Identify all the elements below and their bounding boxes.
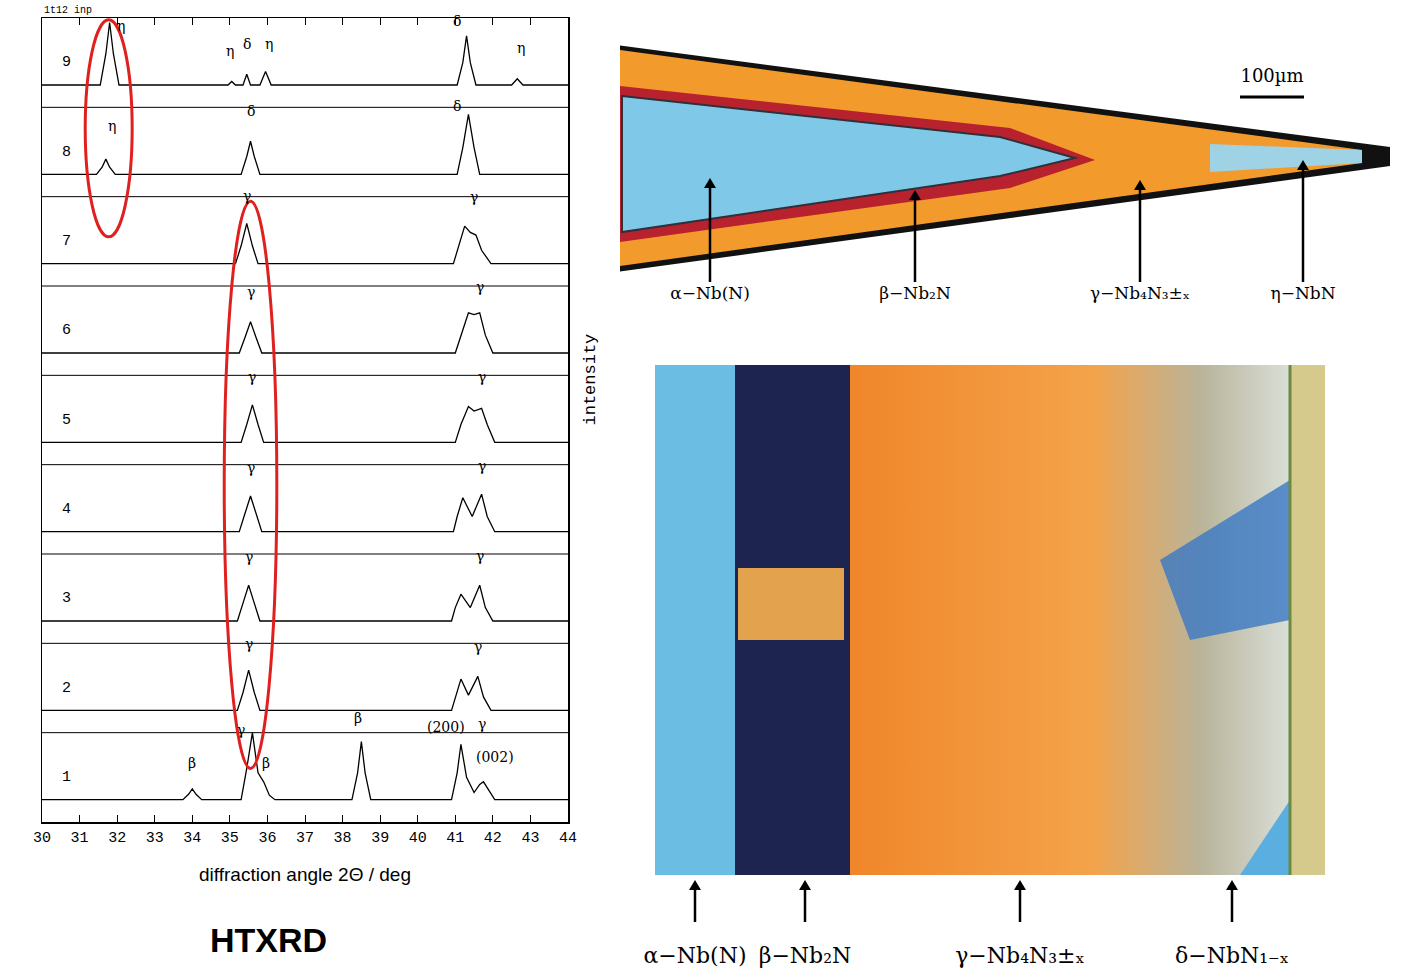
svg-text:γ: γ — [476, 279, 484, 295]
svg-text:4: 4 — [62, 501, 71, 518]
svg-text:γ: γ — [470, 189, 478, 205]
svg-text:41: 41 — [446, 830, 464, 847]
svg-text:1t12 inp: 1t12 inp — [44, 5, 92, 16]
svg-text:43: 43 — [521, 830, 539, 847]
svg-text:η: η — [226, 43, 234, 59]
svg-text:δ: δ — [453, 13, 461, 29]
svg-text:HTXRD: HTXRD — [210, 921, 327, 959]
svg-text:33: 33 — [146, 830, 164, 847]
svg-text:38: 38 — [334, 830, 352, 847]
svg-text:γ: γ — [247, 460, 255, 476]
svg-text:η: η — [517, 40, 525, 56]
svg-text:γ: γ — [243, 188, 251, 204]
svg-text:9: 9 — [62, 54, 71, 71]
svg-text:3: 3 — [62, 590, 71, 607]
svg-text:8: 8 — [62, 144, 71, 161]
svg-text:β−Nb₂N: β−Nb₂N — [879, 283, 951, 303]
svg-text:39: 39 — [371, 830, 389, 847]
svg-text:δ: δ — [453, 98, 461, 114]
svg-text:(002): (002) — [476, 749, 514, 765]
svg-text:γ: γ — [247, 284, 255, 300]
svg-text:η: η — [108, 118, 116, 134]
svg-text:γ: γ — [248, 369, 256, 385]
svg-text:35: 35 — [221, 830, 239, 847]
svg-text:36: 36 — [258, 830, 276, 847]
svg-text:40: 40 — [409, 830, 427, 847]
svg-text:β−Nb₂N: β−Nb₂N — [759, 943, 852, 968]
svg-text:β: β — [262, 755, 270, 771]
svg-text:η: η — [265, 36, 273, 52]
svg-text:γ: γ — [476, 548, 484, 564]
svg-text:γ: γ — [245, 549, 253, 565]
svg-text:(200): (200) — [427, 719, 465, 735]
svg-text:η: η — [117, 18, 125, 34]
svg-text:42: 42 — [484, 830, 502, 847]
svg-text:α−Nb(N): α−Nb(N) — [643, 943, 746, 968]
svg-text:2: 2 — [62, 680, 71, 697]
svg-text:diffraction angle 2Θ / deg: diffraction angle 2Θ / deg — [199, 864, 411, 885]
svg-text:γ: γ — [237, 722, 245, 738]
svg-text:32: 32 — [108, 830, 126, 847]
svg-text:γ: γ — [478, 716, 486, 732]
svg-text:β: β — [188, 755, 196, 771]
svg-text:δ: δ — [243, 36, 251, 52]
svg-text:31: 31 — [71, 830, 89, 847]
svg-text:34: 34 — [183, 830, 201, 847]
svg-text:1: 1 — [62, 769, 71, 786]
svg-text:β: β — [354, 710, 362, 726]
svg-text:γ−Nb₄N₃±ₓ: γ−Nb₄N₃±ₓ — [1090, 283, 1190, 303]
svg-text:intensity: intensity — [581, 334, 600, 426]
svg-text:γ−Nb₄N₃±ₓ: γ−Nb₄N₃±ₓ — [955, 943, 1085, 968]
svg-text:α−Nb(N): α−Nb(N) — [670, 283, 750, 303]
svg-text:δ: δ — [247, 103, 255, 119]
svg-text:δ−NbN₁₋ₓ: δ−NbN₁₋ₓ — [1175, 943, 1289, 968]
svg-text:6: 6 — [62, 322, 71, 339]
svg-text:44: 44 — [559, 830, 577, 847]
svg-text:5: 5 — [62, 412, 71, 429]
svg-text:100µm: 100µm — [1240, 65, 1303, 86]
svg-text:γ: γ — [245, 636, 253, 652]
svg-text:7: 7 — [62, 233, 71, 250]
svg-text:η−NbN: η−NbN — [1270, 283, 1335, 303]
svg-text:γ: γ — [478, 458, 486, 474]
svg-text:γ: γ — [474, 639, 482, 655]
svg-text:37: 37 — [296, 830, 314, 847]
svg-text:30: 30 — [33, 830, 51, 847]
svg-text:γ: γ — [478, 369, 486, 385]
